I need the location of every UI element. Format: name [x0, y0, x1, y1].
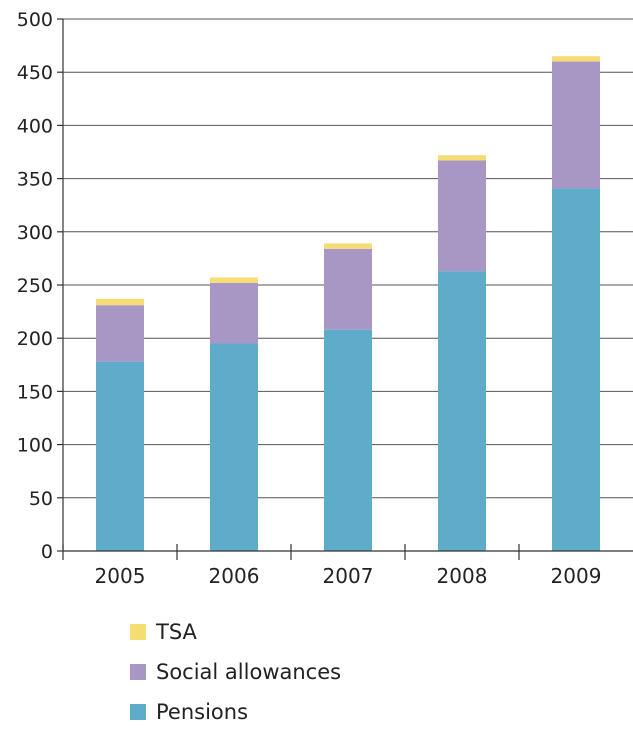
- x-axis-ticks: 2005 2006 2007 2008 2009: [62, 544, 602, 588]
- y-tick-label-200: 200: [17, 328, 53, 350]
- x-tick-label-2006: 2006: [209, 564, 260, 588]
- bar-pensions-2006: [210, 343, 258, 551]
- y-tick-label-400: 400: [17, 115, 53, 137]
- y-tick-label-100: 100: [17, 435, 53, 457]
- bar-pensions-2007: [324, 329, 372, 551]
- x-tick-label-2007: 2007: [323, 564, 374, 588]
- legend-item-social-allowances: Social allowances: [130, 652, 341, 692]
- x-tick-label-2008: 2008: [437, 564, 488, 588]
- y-tick-label-300: 300: [17, 222, 53, 244]
- y-tick-label-250: 250: [17, 275, 53, 297]
- x-tick-label-2005: 2005: [95, 564, 146, 588]
- legend-label-tsa: TSA: [156, 620, 197, 644]
- y-tick-label-150: 150: [17, 381, 53, 403]
- bar-pensions-2008: [438, 271, 486, 551]
- x-tick-label-2009: 2009: [551, 564, 602, 588]
- bar-social-allowances-2006: [210, 282, 258, 344]
- legend-item-pensions: Pensions: [130, 692, 341, 732]
- bar-tsa-2008: [438, 155, 486, 161]
- y-tick-label-450: 450: [17, 62, 53, 84]
- legend-item-tsa: TSA: [130, 612, 341, 652]
- bar-tsa-2007: [324, 243, 372, 249]
- bar-social-allowances-2005: [96, 305, 144, 362]
- bar-tsa-2006: [210, 277, 258, 283]
- legend-label-social-allowances: Social allowances: [156, 660, 342, 684]
- y-tick-label-50: 50: [29, 488, 53, 510]
- legend-swatch-social-allowances: [130, 664, 146, 680]
- y-tick-label-500: 500: [17, 9, 53, 31]
- legend-swatch-tsa: [130, 624, 146, 640]
- legend-label-pensions: Pensions: [156, 700, 249, 724]
- bar-tsa-2005: [96, 298, 144, 306]
- y-tick-label-350: 350: [17, 169, 53, 191]
- y-tick-label-0: 0: [41, 541, 53, 563]
- legend-swatch-pensions: [130, 704, 146, 720]
- bars: [96, 56, 600, 551]
- bar-tsa-2009: [552, 56, 600, 62]
- legend: TSA Social allowances Pensions: [130, 612, 341, 732]
- bar-pensions-2005: [96, 361, 144, 551]
- bar-pensions-2009: [552, 188, 600, 551]
- bar-social-allowances-2009: [552, 61, 600, 189]
- bar-social-allowances-2007: [324, 248, 372, 330]
- bar-social-allowances-2008: [438, 160, 486, 272]
- y-axis-ticks: 0 50 100 150 200 250 300 350 400 450 500: [17, 9, 63, 563]
